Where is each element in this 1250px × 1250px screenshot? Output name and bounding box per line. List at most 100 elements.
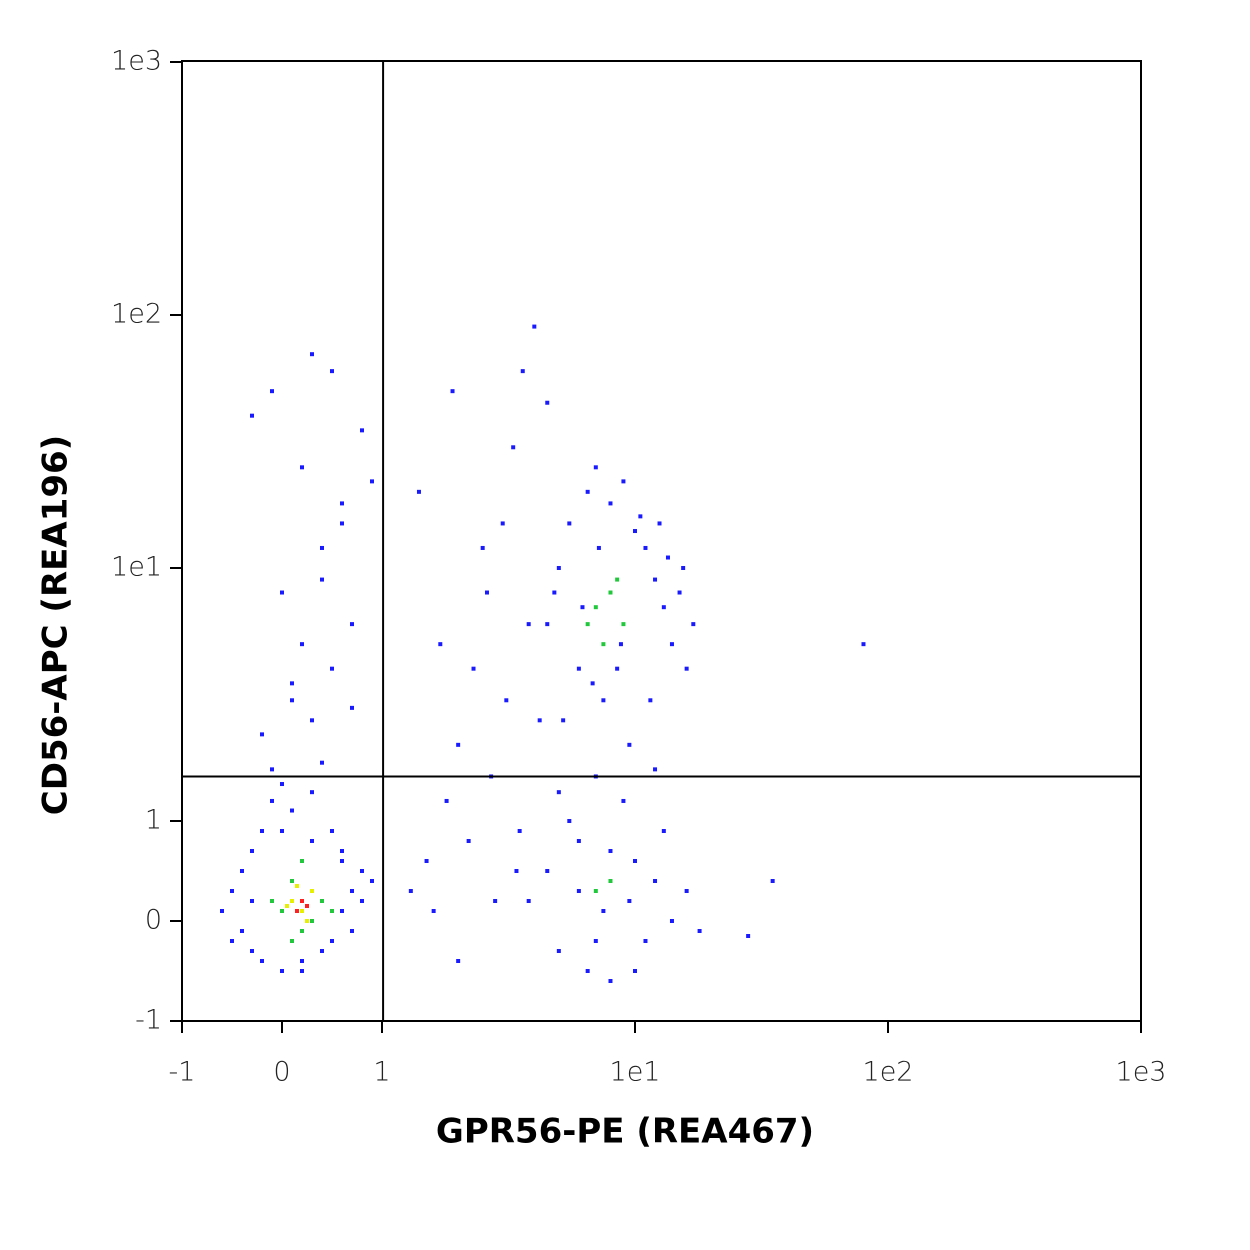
- event-dot: [621, 798, 626, 803]
- event-dot: [677, 590, 682, 595]
- event-dot: [484, 590, 489, 595]
- event-dot: [585, 489, 590, 494]
- event-dot: [300, 642, 304, 647]
- event-dot: [295, 909, 299, 913]
- event-dot: [567, 521, 572, 526]
- event-dot: [471, 666, 476, 671]
- event-dot: [608, 501, 613, 506]
- event-dot: [638, 514, 643, 519]
- event-dot: [280, 590, 284, 595]
- event-dot: [552, 590, 557, 595]
- event-dot: [300, 909, 304, 913]
- event-dot: [615, 666, 620, 671]
- event-dot: [456, 959, 461, 963]
- event-dot: [648, 698, 653, 703]
- event-dot: [310, 919, 314, 923]
- event-dot: [643, 939, 648, 943]
- event-dot: [585, 622, 590, 627]
- event-dot: [643, 545, 648, 550]
- event-dot: [340, 909, 344, 913]
- event-dot: [350, 889, 354, 893]
- event-dot: [466, 839, 471, 843]
- event-dot: [250, 899, 254, 903]
- event-dot: [220, 909, 224, 913]
- event-dot: [621, 479, 626, 484]
- event-dot: [300, 859, 304, 863]
- event-dot: [280, 782, 284, 787]
- event-dot: [661, 605, 666, 610]
- event-dot: [500, 521, 505, 526]
- event-dot: [633, 859, 637, 863]
- event-dot: [511, 445, 516, 450]
- y-tick-label: 1e1: [111, 552, 162, 583]
- event-dot: [593, 889, 598, 893]
- event-dot: [653, 767, 658, 772]
- event-dot: [260, 829, 264, 833]
- event-dot: [608, 849, 613, 853]
- event-dot: [290, 698, 294, 703]
- event-dot: [493, 899, 498, 903]
- event-dot: [517, 829, 522, 833]
- event-dot: [270, 899, 274, 903]
- event-dot: [285, 904, 289, 908]
- event-dot: [684, 889, 689, 893]
- event-dot: [665, 555, 670, 560]
- y-tick-label: 1: [145, 805, 162, 836]
- event-dot: [270, 389, 274, 394]
- event-dot: [360, 428, 364, 433]
- event-dot: [280, 969, 284, 973]
- event-dot: [330, 909, 334, 913]
- event-dot: [230, 889, 234, 893]
- event-dot: [653, 577, 658, 582]
- event-dot: [320, 760, 324, 765]
- event-dot: [290, 808, 294, 813]
- event-dot: [593, 939, 598, 943]
- event-dot: [681, 566, 686, 570]
- y-tick-label: 0: [145, 905, 162, 936]
- event-dot: [520, 369, 525, 374]
- event-dot: [669, 642, 674, 647]
- event-dot: [601, 698, 606, 703]
- event-dot: [608, 590, 613, 595]
- event-dot: [567, 819, 572, 823]
- event-dot: [300, 969, 304, 973]
- event-dot: [290, 681, 294, 686]
- event-dot: [310, 889, 314, 893]
- event-dot: [370, 479, 374, 484]
- event-dot: [526, 622, 531, 627]
- event-dot: [684, 666, 689, 671]
- plot-frame: [181, 60, 1142, 1022]
- x-tick-label: 1e3: [1116, 1057, 1167, 1088]
- event-dot: [360, 899, 364, 903]
- y-tick-label: -1: [135, 1005, 162, 1036]
- event-dot: [250, 949, 254, 953]
- event-dot: [300, 899, 304, 903]
- x-tick-label: 1: [373, 1057, 390, 1088]
- event-dot: [661, 829, 666, 833]
- event-dot: [300, 959, 304, 963]
- event-dot: [746, 934, 751, 938]
- event-dot: [596, 545, 601, 550]
- event-dot: [669, 919, 674, 923]
- event-dot: [633, 529, 637, 534]
- event-dot: [310, 790, 314, 795]
- event-dot: [250, 413, 254, 418]
- event-dot: [330, 939, 334, 943]
- event-dot: [350, 622, 354, 627]
- event-dot: [330, 369, 334, 374]
- y-tick-label: 1e2: [111, 299, 162, 330]
- event-dot: [601, 642, 606, 647]
- event-dot: [290, 939, 294, 943]
- event-dot: [861, 642, 866, 647]
- event-dot: [310, 352, 314, 357]
- x-axis-title: GPR56-PE (REA467): [436, 1112, 814, 1152]
- event-dot: [770, 879, 775, 883]
- event-dot: [633, 969, 637, 973]
- event-dot: [290, 899, 294, 903]
- event-dot: [370, 879, 374, 883]
- event-dot: [290, 879, 294, 883]
- event-dot: [360, 869, 364, 873]
- x-tick-label: 0: [273, 1057, 290, 1088]
- y-axis-title: CD56-APC (REA196): [36, 435, 76, 815]
